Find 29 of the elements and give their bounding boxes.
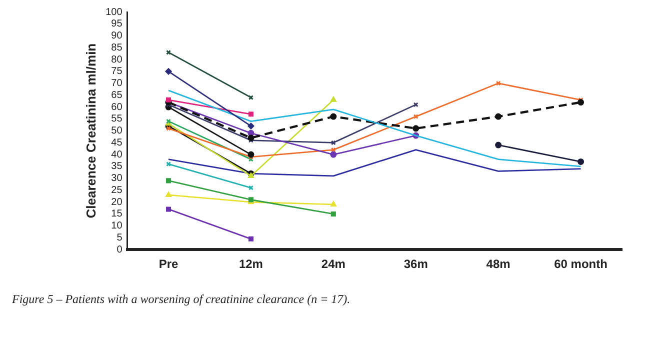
y-tick-label: 95 [111,18,123,30]
y-tick-label: 75 [111,66,123,78]
x-tick-label: 60 month [554,257,608,272]
y-tick-label: 80 [111,54,123,66]
y-tick-label: 15 [111,208,123,220]
y-tick-label: 90 [111,30,123,42]
x-tick-label: 12m [238,257,263,272]
y-tick-label: 50 [111,126,123,137]
y-tick-label: 40 [111,149,123,160]
y-tick-label: 20 [111,196,123,208]
y-tick-label: 65 [111,90,123,101]
y-tick-label: 5 [116,232,123,244]
y-tick-label: 30 [111,173,123,184]
x-tick-label: 48m [486,257,510,272]
x-tick-label: 24m [321,257,346,272]
y-tick-label: 25 [111,184,123,196]
x-tick-label: Pre [158,257,179,272]
y-tick-label: 85 [111,42,123,54]
y-axis-title: Clearence Creatinina ml/min [83,43,98,218]
y-tick-label: 35 [111,161,123,172]
y-tick-label: 0 [116,244,123,256]
y-tick-label: 70 [111,78,123,90]
y-tick-label: 60 [111,102,123,113]
y-tick-label: 10 [111,220,123,232]
y-tick-label: 100 [106,6,123,18]
x-tick-label: 36m [404,257,428,272]
y-tick-label: 55 [111,114,123,125]
caption: Figure 5 – Patients with a worsening of creatinine clearance (n = 17). [12,292,350,307]
y-tick-label: 45 [111,137,123,148]
